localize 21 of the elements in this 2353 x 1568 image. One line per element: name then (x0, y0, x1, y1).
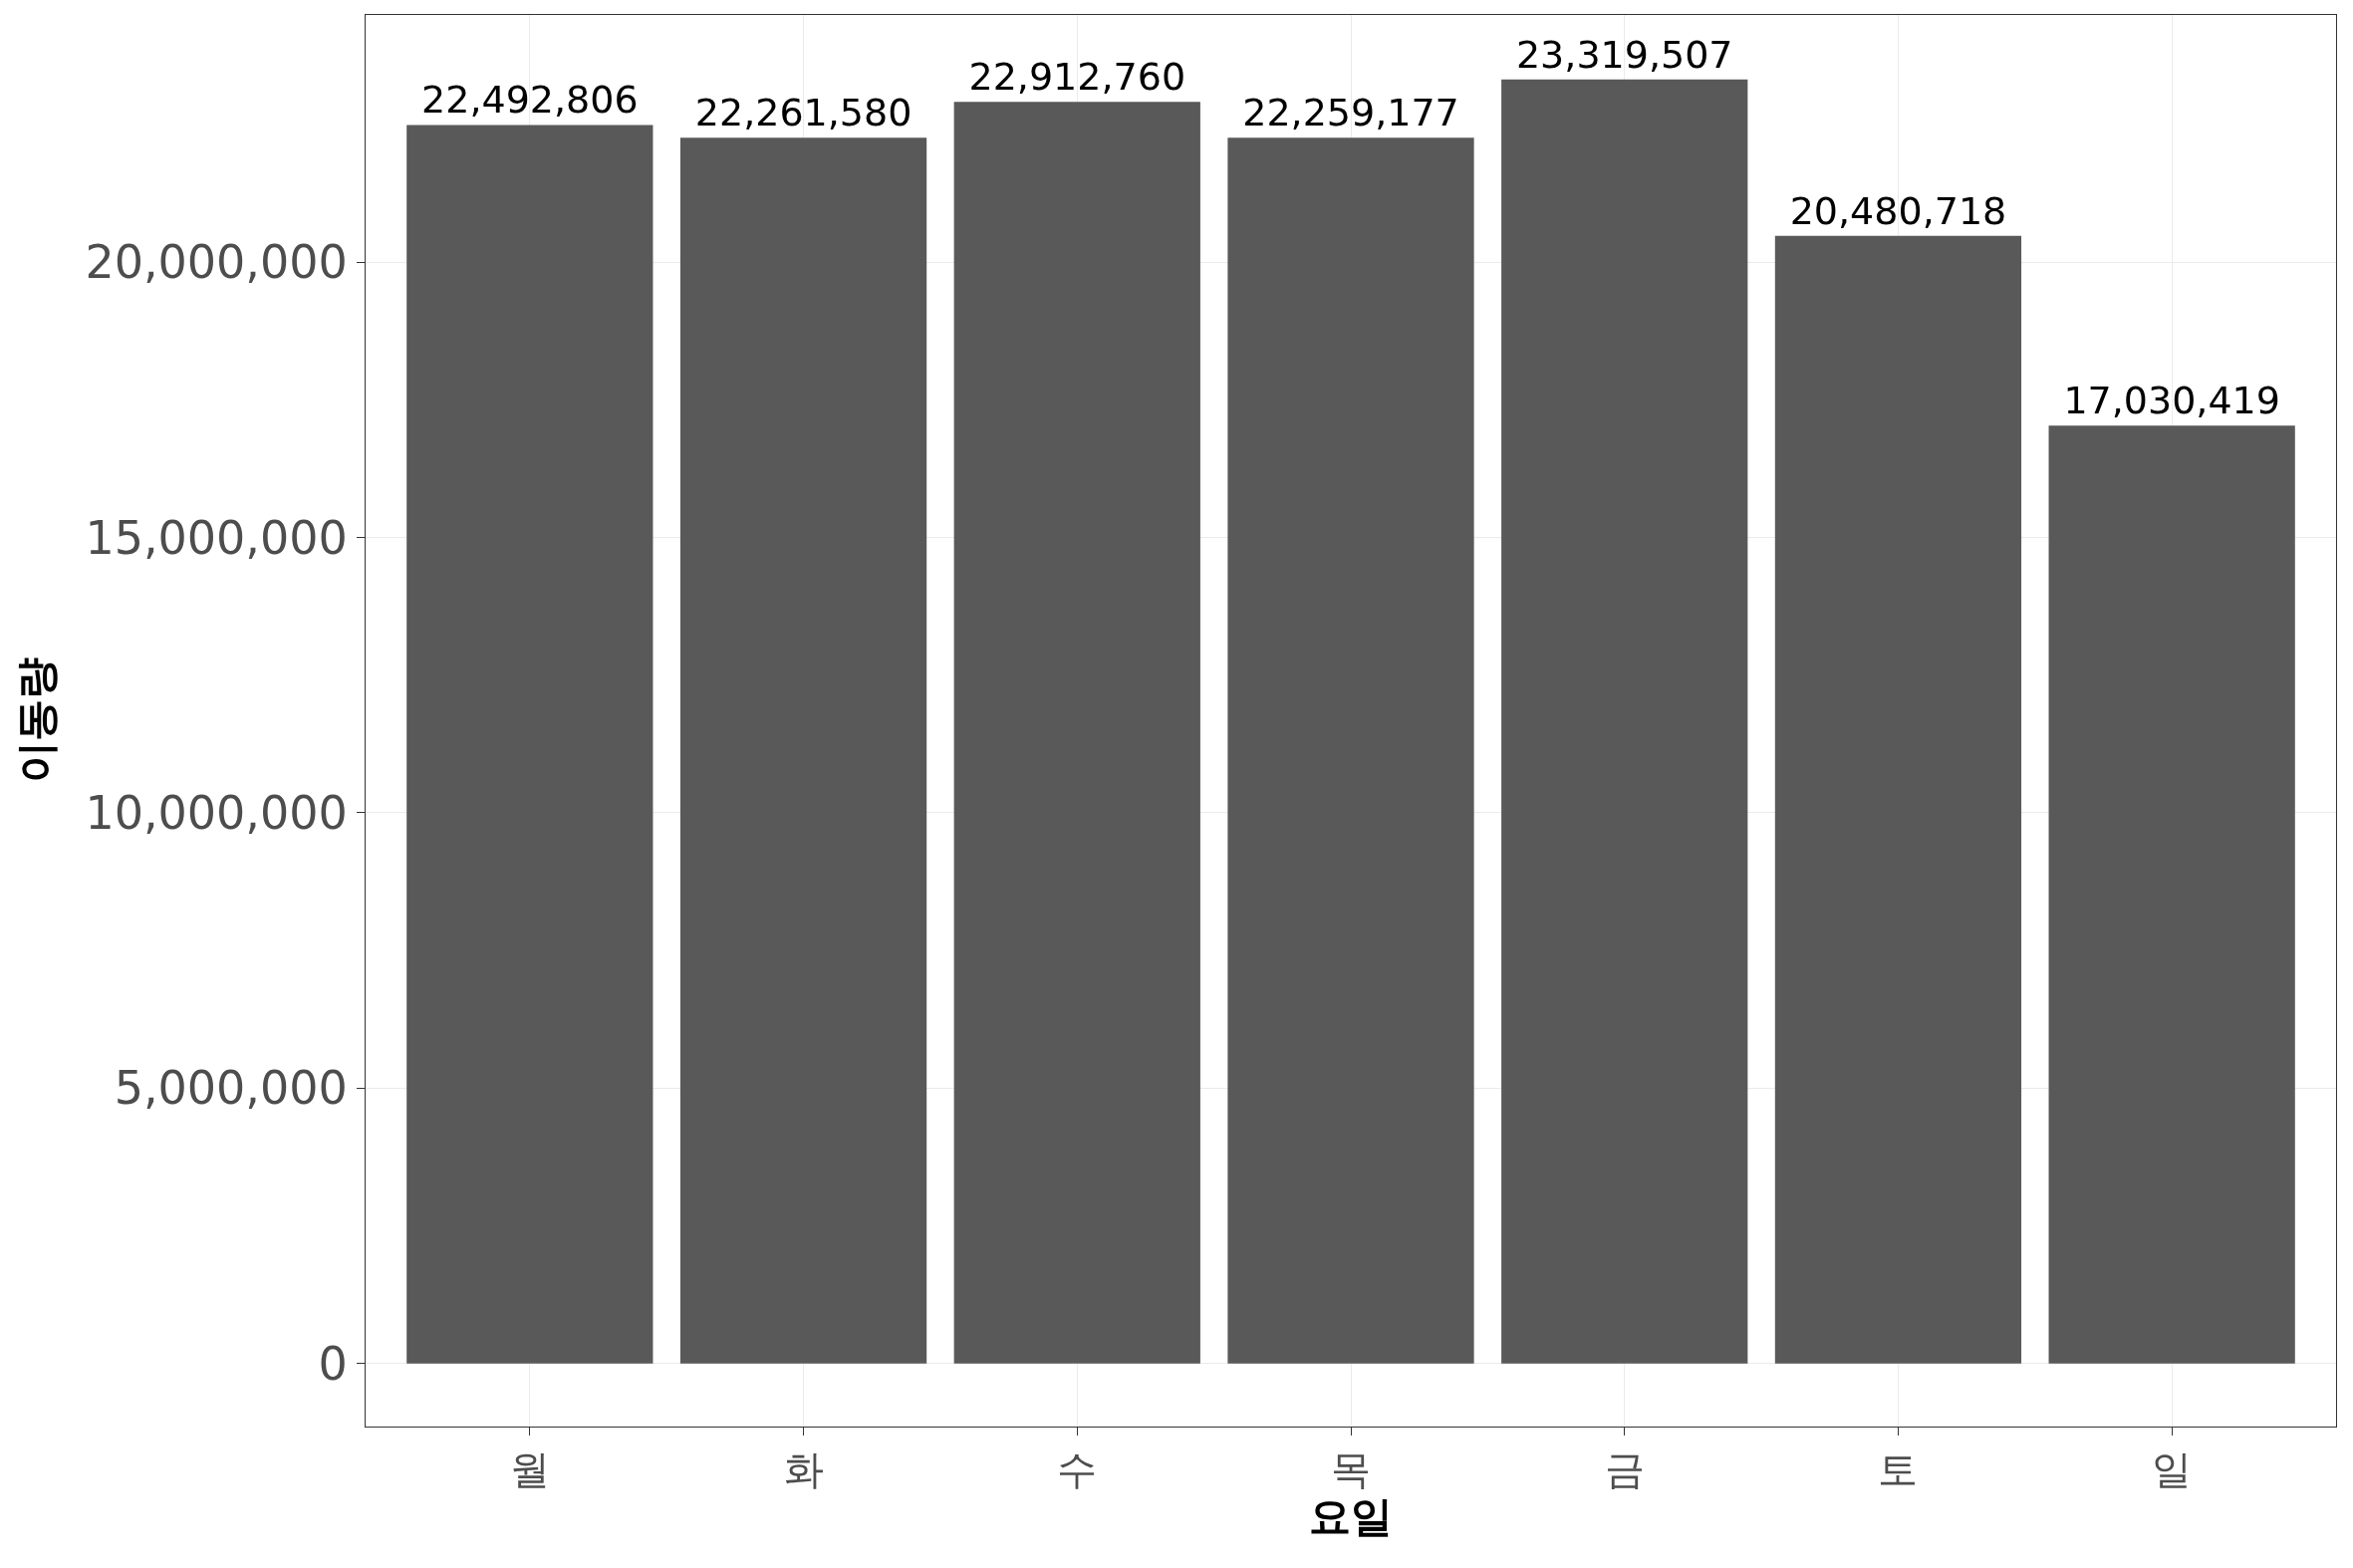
data-label: 22,259,177 (1242, 91, 1459, 135)
x-tick-label: 일 (2152, 1446, 2193, 1492)
y-tick-label: 5,000,000 (114, 1061, 348, 1116)
data-label: 22,912,760 (968, 55, 1186, 100)
x-tick-label: 월 (509, 1446, 550, 1492)
y-tick-label: 15,000,000 (85, 510, 348, 565)
data-label: 22,492,806 (421, 78, 639, 123)
data-label: 20,480,718 (1789, 188, 2007, 233)
y-tick-label: 10,000,000 (85, 786, 348, 841)
x-tick-label: 화 (783, 1446, 824, 1492)
x-tick-label: 토 (1878, 1446, 1919, 1492)
data-label: 22,261,580 (694, 91, 913, 135)
y-axis-title: 이동량 (12, 657, 62, 784)
data-label: 17,030,419 (2063, 379, 2280, 423)
x-tick-label: 수 (1057, 1446, 1098, 1492)
data-label: 23,319,507 (1515, 32, 1733, 77)
y-tick-label: 0 (318, 1336, 348, 1391)
x-axis-title: 요일 (1309, 1492, 1393, 1541)
y-tick-label: 20,000,000 (85, 235, 348, 290)
x-tick-label: 금 (1604, 1446, 1645, 1492)
x-tick-label: 목 (1331, 1446, 1371, 1492)
